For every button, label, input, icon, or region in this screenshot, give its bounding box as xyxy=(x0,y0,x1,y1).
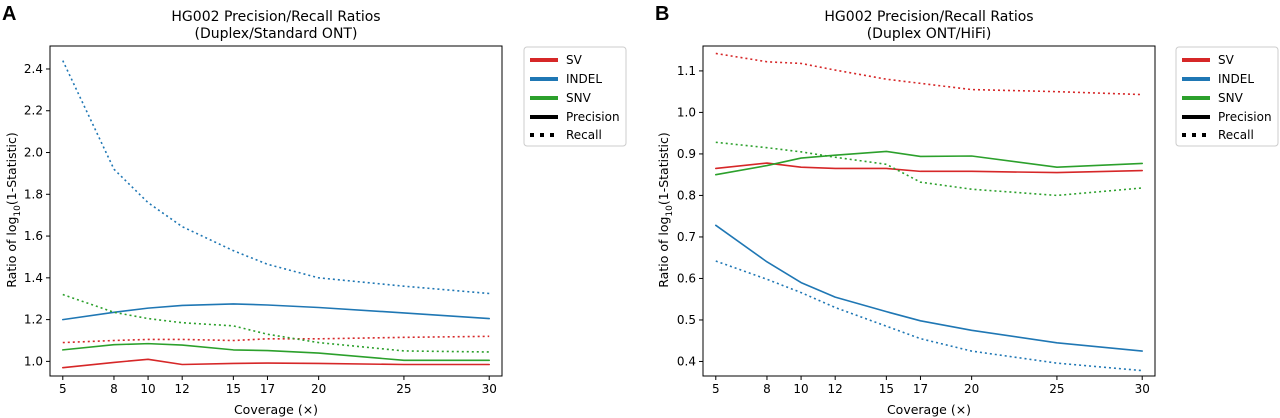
chart-a-y-tick-label: 1.2 xyxy=(24,313,43,327)
chart-a-y-axis-label: Ratio of log10(1-Statistic) xyxy=(4,132,23,287)
chart-a-y-tick-label: 2.2 xyxy=(24,104,43,118)
chart-a-series-indel-precision xyxy=(61,303,491,321)
panel-letter-a: A xyxy=(2,3,16,25)
chart-b-legend-recall-label: Recall xyxy=(1218,128,1254,142)
chart-a-series-sv-recall xyxy=(62,335,490,344)
chart-a-legend: SV INDEL SNV Precision Recall xyxy=(523,46,627,147)
chart-b-x-tick-label: 15 xyxy=(879,382,894,396)
chart-b-y-tick-label: 0.8 xyxy=(677,188,696,202)
chart-b-y-tick-label: 0.7 xyxy=(677,230,696,244)
chart-b-x-tick-label: 20 xyxy=(964,382,979,396)
panel-a: A HG002 Precision/Recall Ratios (Duplex/… xyxy=(2,3,627,417)
chart-b-axes-frame xyxy=(702,45,1156,377)
chart-a-y-tick-label: 1.8 xyxy=(24,187,43,201)
chart-a-legend-sv-label: SV xyxy=(566,53,583,67)
chart-b-legend-snv-label: SNV xyxy=(1218,91,1244,105)
chart-b-series-indel-precision xyxy=(714,224,1144,352)
chart-b-x-tick-label: 30 xyxy=(1135,382,1150,396)
panel-b: B HG002 Precision/Recall Ratios (Duplex … xyxy=(655,3,1279,417)
chart-a-x-tick-label: 15 xyxy=(226,382,241,396)
chart-b-y-tick-label: 1.1 xyxy=(677,64,696,78)
chart-b-legend: SV INDEL SNV Precision Recall xyxy=(1175,46,1279,147)
chart-a-x-tick-label: 30 xyxy=(482,382,497,396)
chart-a-y-tick-label: 1.0 xyxy=(24,354,43,368)
chart-a-series-indel-recall xyxy=(62,60,490,295)
chart-b-series-snv-recall xyxy=(715,141,1143,197)
chart-a-x-tick-label: 12 xyxy=(175,382,190,396)
chart-b-series-sv-recall xyxy=(715,52,1143,96)
chart-b-x-tick-label: 25 xyxy=(1049,382,1064,396)
chart-b-x-tick-label: 12 xyxy=(828,382,843,396)
chart-a-x-tick-label: 8 xyxy=(110,382,118,396)
chart-b-title: HG002 Precision/Recall Ratios xyxy=(824,9,1033,25)
chart-b-x-axis-label: Coverage (×) xyxy=(887,402,971,417)
chart-a-legend-recall-label: Recall xyxy=(566,128,602,142)
chart-a-subtitle: (Duplex/Standard ONT) xyxy=(195,26,358,42)
chart-a-legend-snv-label: SNV xyxy=(566,91,592,105)
chart-a-axes-frame xyxy=(49,45,503,377)
chart-a-title: HG002 Precision/Recall Ratios xyxy=(171,9,380,25)
chart-a-series-snv-precision xyxy=(61,342,491,362)
chart-a-y-tick-label: 2.4 xyxy=(24,62,43,76)
chart-b-y-tick-label: 1.0 xyxy=(677,105,696,119)
chart-a-y-tick-label: 1.4 xyxy=(24,271,43,285)
chart-b-legend-sv-label: SV xyxy=(1218,53,1235,67)
chart-a-x-tick-label: 17 xyxy=(260,382,275,396)
chart-a-legend-frame xyxy=(523,46,627,147)
chart-b-subtitle: (Duplex ONT/HiFi) xyxy=(867,26,992,42)
chart-b-x-tick-label: 5 xyxy=(712,382,720,396)
chart-a-y-tick-label: 1.6 xyxy=(24,229,43,243)
chart-b-y-axis-label: Ratio of log10(1-Statistic) xyxy=(656,132,675,287)
chart-a-legend-precision-label: Precision xyxy=(566,110,620,124)
chart-b-legend-indel-label: INDEL xyxy=(1218,72,1254,86)
chart-a-x-axis-label: Coverage (×) xyxy=(234,402,318,417)
chart-a-x-tick-label: 25 xyxy=(396,382,411,396)
chart-b-y-tick-label: 0.4 xyxy=(677,354,696,368)
chart-b-legend-precision-label: Precision xyxy=(1218,110,1272,124)
chart-a-x-tick-label: 5 xyxy=(59,382,67,396)
chart-a-legend-indel-label: INDEL xyxy=(566,72,602,86)
chart-b-y-tick-label: 0.6 xyxy=(677,271,696,285)
chart-a-x-tick-label: 10 xyxy=(140,382,155,396)
chart-b-y-tick-label: 0.9 xyxy=(677,147,696,161)
chart-a-y-tick-label: 2.0 xyxy=(24,146,43,160)
chart-b-x-tick-label: 17 xyxy=(913,382,928,396)
chart-b-x-tick-label: 10 xyxy=(793,382,808,396)
chart-a-series-sv-precision xyxy=(61,358,491,369)
chart-b-plot-area: 5 8 10 12 15 17 20 25 30 0.4 0.5 0.6 0.7 0.8 0.9 1.0 1.1 xyxy=(677,45,1156,396)
chart-b-series-indel-recall xyxy=(715,260,1143,372)
chart-a-series-snv-recall xyxy=(62,293,490,353)
chart-b-series-sv-precision xyxy=(714,162,1144,174)
chart-b-legend-frame xyxy=(1175,46,1279,147)
chart-b-x-tick-label: 8 xyxy=(763,382,771,396)
chart-a-x-tick-label: 20 xyxy=(311,382,326,396)
panel-letter-b: B xyxy=(655,3,669,25)
chart-b-y-tick-label: 0.5 xyxy=(677,313,696,327)
chart-a-plot-area: 5 8 10 12 15 17 20 25 30 1.0 1.2 1.4 1.6 1.8 2.0 2.2 2.4 xyxy=(24,45,503,396)
chart-b-series-snv-precision xyxy=(714,150,1144,176)
